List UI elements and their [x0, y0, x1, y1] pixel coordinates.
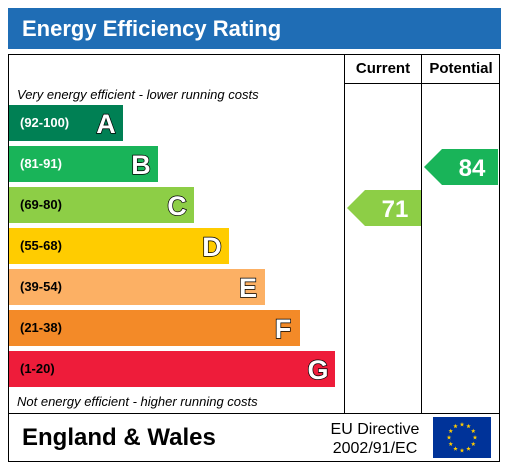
- band-letter: D: [202, 232, 222, 262]
- eu-star-icon: [459, 422, 465, 427]
- band-range-label: (92-100): [20, 115, 70, 130]
- column-header-current: Current: [355, 60, 411, 77]
- eu-flag-icon: [433, 417, 491, 458]
- eu-directive: EU Directive 2002/91/EC: [320, 420, 430, 458]
- directive-line-2: 2002/91/EC: [332, 440, 418, 457]
- band-letter: F: [275, 314, 292, 344]
- band-g: (1-20) G: [9, 351, 335, 387]
- band-d: (55-68) D: [9, 228, 229, 264]
- column-divider-potential: [421, 55, 422, 413]
- eu-star-icon: [470, 441, 476, 446]
- arrow-potential: 84: [424, 149, 498, 185]
- eu-star-icon: [453, 423, 458, 429]
- band-a: (92-100) A: [9, 105, 123, 141]
- arrow-current: 71: [347, 190, 421, 226]
- eu-star-icon: [453, 446, 458, 451]
- eu-star-icon: [472, 435, 478, 440]
- chart-title: Energy Efficiency Rating: [8, 8, 501, 49]
- arrow-value: 84: [459, 155, 486, 182]
- band-range-label: (39-54): [20, 279, 62, 294]
- band-c: (69-80) C: [9, 187, 194, 223]
- band-f: (21-38) F: [9, 310, 300, 346]
- band-letter: B: [131, 150, 151, 180]
- band-range-label: (81-91): [20, 156, 62, 171]
- note-top: Very energy efficient - lower running co…: [17, 87, 259, 102]
- region-label: England & Wales: [22, 424, 216, 451]
- note-bottom: Not energy efficient - higher running co…: [17, 394, 258, 409]
- column-header-divider: [344, 83, 499, 84]
- eu-star-icon: [466, 446, 471, 451]
- eu-star-icon: [470, 428, 476, 433]
- eu-star-icon: [459, 448, 465, 453]
- column-divider-current: [344, 55, 345, 413]
- band-letter: G: [307, 355, 328, 385]
- band-letter: A: [96, 109, 116, 139]
- eu-star-icon: [466, 423, 471, 429]
- band-range-label: (55-68): [20, 238, 62, 253]
- band-b: (81-91) B: [9, 146, 158, 182]
- band-range-label: (21-38): [20, 320, 62, 335]
- band-letter: C: [167, 191, 187, 221]
- eu-star-icon: [448, 428, 454, 433]
- eu-star-icon: [446, 435, 452, 440]
- band-range-label: (1-20): [20, 361, 55, 376]
- footer: England & Wales EU Directive 2002/91/EC: [8, 413, 500, 462]
- band-e: (39-54) E: [9, 269, 265, 305]
- eu-star-icon: [448, 441, 454, 446]
- band-range-label: (69-80): [20, 197, 62, 212]
- directive-line-1: EU Directive: [330, 421, 420, 438]
- band-letter: E: [239, 273, 257, 303]
- rating-frame: Current Potential Very energy efficient …: [8, 54, 500, 414]
- column-header-potential: Potential: [429, 60, 493, 77]
- arrow-value: 71: [382, 196, 409, 223]
